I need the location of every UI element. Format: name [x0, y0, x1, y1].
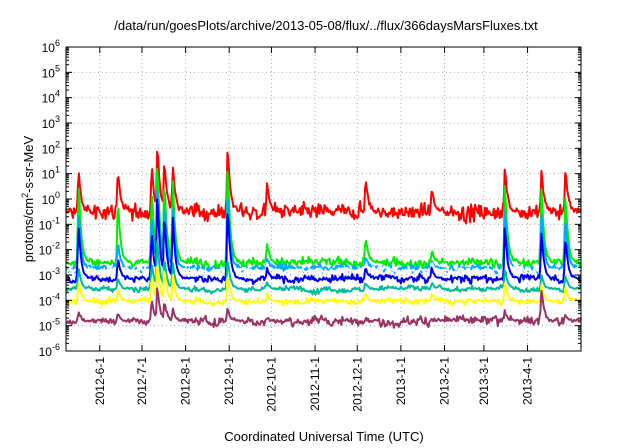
y-tick-label: 100: [42, 190, 60, 207]
y-tick-label: 10-1: [39, 215, 60, 232]
series-line: [65, 287, 582, 329]
y-tick-label: 10-4: [39, 291, 60, 308]
x-tick-label: 2012-6-1: [93, 357, 107, 405]
y-tick-label: 101: [42, 165, 60, 182]
y-tick-label: 10-3: [39, 266, 60, 283]
x-tick-label: 2012-7-1: [135, 357, 149, 405]
chart-title: /data/run/goesPlots/archive/2013-05-08/f…: [114, 18, 538, 33]
series-line: [65, 198, 582, 286]
y-tick-label: 103: [42, 114, 60, 131]
x-tick-label: 2012-11-1: [308, 357, 322, 411]
series-line: [65, 189, 582, 275]
x-axis-label: Coordinated Universal Time (UTC): [224, 429, 423, 444]
series-line: [65, 240, 582, 296]
y-tick-label: 106: [42, 38, 60, 55]
y-axis: 10-6 10-5 10-4 10-3 10-2 10-1 100 101 102 103 104 1…: [39, 38, 581, 359]
x-tick-label: 2012-9-1: [222, 357, 236, 405]
y-tick-label: 104: [42, 89, 60, 106]
x-tick-label: 2012-10-1: [264, 357, 278, 412]
series-line: [66, 167, 582, 273]
y-tick-label: 10-6: [39, 342, 60, 359]
series-layer: [65, 150, 582, 329]
y-tick-label: 10-2: [39, 241, 60, 258]
x-tick-label: 2013-2-1: [438, 357, 452, 405]
series-line: [65, 265, 582, 308]
x-tick-label: 2012-8-1: [179, 357, 193, 405]
x-tick-label: 2013-3-1: [477, 357, 491, 405]
x-tick-label: 2013-4-1: [521, 357, 535, 405]
x-axis: 2012-6-1 2012-7-1 2012-8-1 2012-9-1 2012-10-…: [93, 47, 535, 412]
y-axis-label: protons/cm2-s-sr-MeV: [20, 135, 36, 262]
x-tick-label: 2012-12-1: [350, 357, 364, 412]
y-tick-label: 105: [42, 63, 60, 80]
y-tick-label: 102: [42, 139, 60, 156]
x-tick-label: 2013-1-1: [394, 357, 408, 405]
y-tick-label: 10-5: [39, 317, 60, 334]
series-line: [65, 150, 582, 225]
